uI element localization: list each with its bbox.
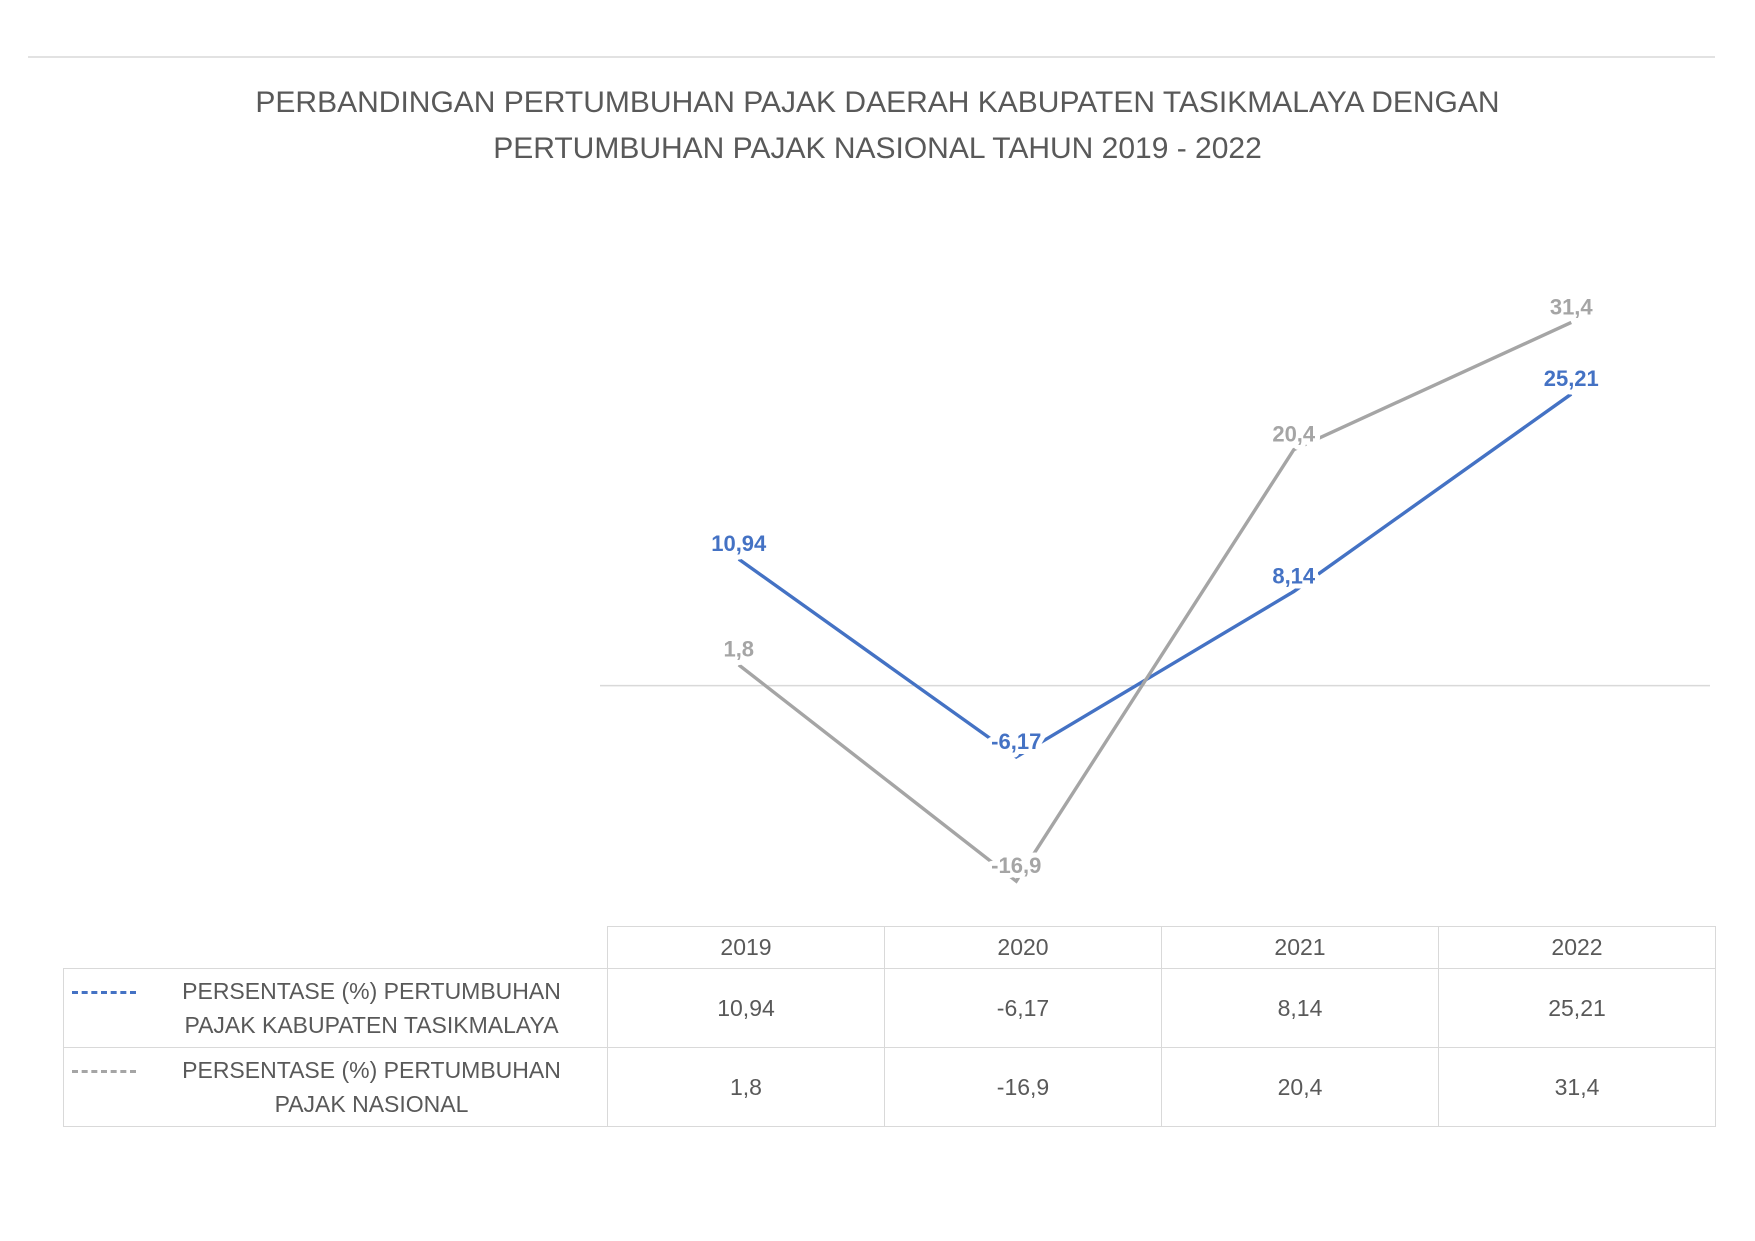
legend-label: PERSENTASE (%) PERTUMBUHAN PAJAK NASIONA… [182, 1057, 561, 1117]
legend-key [72, 991, 136, 994]
data-label: 20,4 [1272, 422, 1316, 447]
legend-label: PERSENTASE (%) PERTUMBUHAN PAJAK KABUPAT… [182, 978, 561, 1038]
table-row: PERSENTASE (%) PERTUMBUHAN PAJAK NASIONA… [63, 1047, 1716, 1127]
table-row: PERSENTASE (%) PERTUMBUHAN PAJAK KABUPAT… [63, 968, 1716, 1048]
table-category: 2019 [607, 926, 885, 969]
title-box: PERBANDINGAN PERTUMBUHAN PAJAK DAERAH KA… [255, 86, 1500, 165]
data-label: 8,14 [1272, 563, 1316, 588]
data-label: 10,94 [711, 531, 767, 556]
table-value: 8,14 [1161, 968, 1439, 1048]
legend-entry: PERSENTASE (%) PERTUMBUHAN PAJAK KABUPAT… [63, 968, 608, 1048]
table-value: -16,9 [884, 1047, 1162, 1127]
table-value: 25,21 [1438, 968, 1716, 1048]
data-table: 2019 2020 2021 2022 PERSENTASE (%) PERTUMBUH… [63, 926, 1716, 1127]
data-label: 1,8 [723, 637, 754, 662]
table-category: 2022 [1438, 926, 1716, 969]
data-label: -6,17 [991, 729, 1041, 754]
legend-entry: PERSENTASE (%) PERTUMBUHAN PAJAK NASIONA… [63, 1047, 608, 1127]
chart-title: PERBANDINGAN PERTUMBUHAN PAJAK DAERAH KA… [255, 86, 1500, 165]
table-header-row: 2019 2020 2021 2022 [63, 926, 1716, 969]
table-category: 2021 [1161, 926, 1439, 969]
data-label: 31,4 [1550, 294, 1594, 319]
series-line [737, 320, 1572, 884]
table-value: 20,4 [1161, 1047, 1439, 1127]
table-corner [63, 926, 608, 969]
series-line [737, 392, 1573, 760]
table-value: 31,4 [1438, 1047, 1716, 1127]
data-label: -16,9 [991, 853, 1041, 878]
table-value: 1,8 [607, 1047, 885, 1127]
data-label: 25,21 [1544, 366, 1599, 391]
table-value: -6,17 [884, 968, 1162, 1048]
legend-key [72, 1070, 136, 1073]
table-category: 2020 [884, 926, 1162, 969]
table-value: 10,94 [607, 968, 885, 1048]
